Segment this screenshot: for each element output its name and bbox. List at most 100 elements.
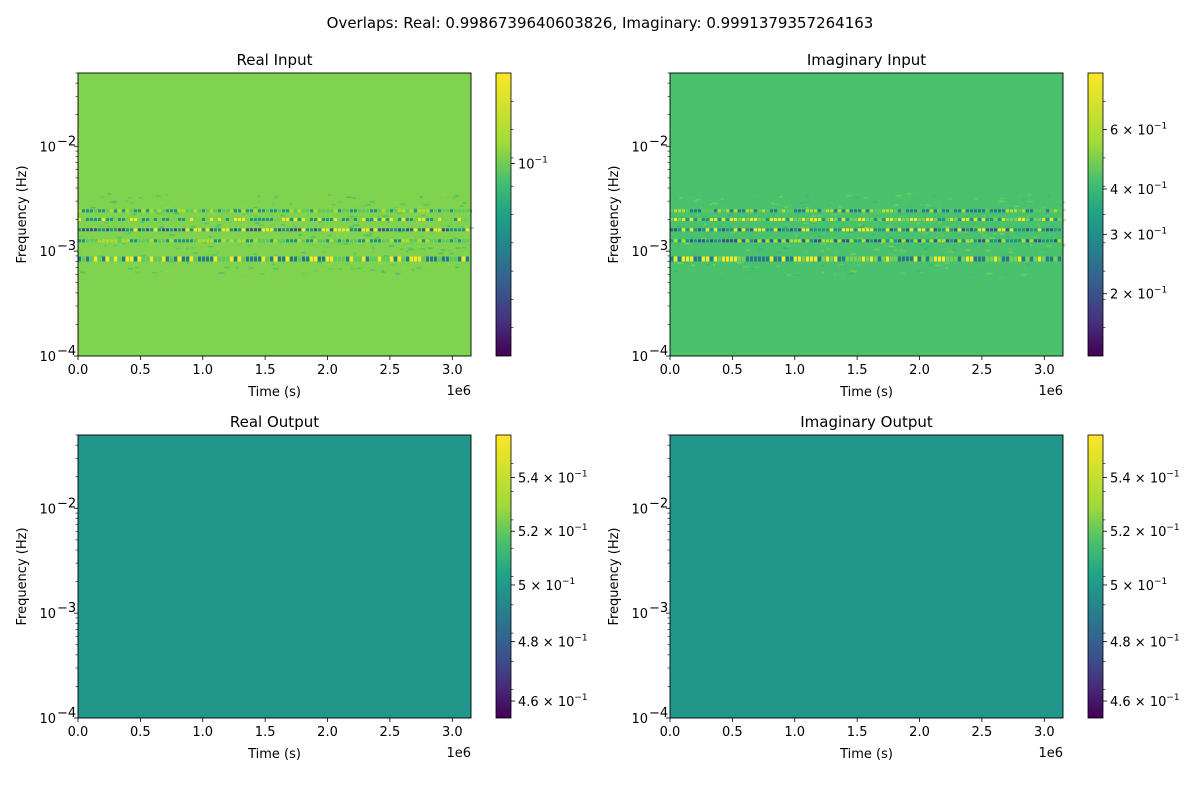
band-segment (750, 218, 753, 221)
texture-speck (436, 266, 440, 269)
x-offset-label: 1e6 (1038, 746, 1063, 761)
texture-speck (332, 228, 336, 230)
band-segment (962, 228, 965, 232)
band-segment (910, 256, 913, 262)
band-segment (958, 228, 961, 232)
band-segment (390, 239, 393, 243)
colorbar-tick-label: 4 × 10−1 (1110, 181, 1167, 198)
texture-speck (739, 266, 743, 268)
texture-speck (339, 210, 343, 213)
band-segment (1054, 209, 1057, 213)
band-segment (438, 228, 441, 232)
band-segment (986, 239, 989, 243)
texture-speck (803, 201, 809, 203)
texture-speck (994, 249, 997, 251)
texture-speck (462, 261, 469, 264)
texture-speck (442, 194, 446, 197)
texture-speck (122, 206, 125, 209)
texture-speck (981, 215, 986, 217)
texture-speck (458, 216, 461, 219)
band-segment (114, 228, 117, 232)
texture-speck (851, 240, 856, 242)
band-segment (322, 239, 325, 243)
band-segment (402, 218, 405, 221)
band-segment (326, 218, 329, 221)
texture-speck (755, 266, 759, 269)
texture-speck (784, 223, 791, 225)
band-segment (138, 218, 141, 221)
band-segment (210, 228, 213, 232)
x-tick-label: 0.0 (660, 363, 681, 378)
band-segment (930, 228, 933, 232)
band-segment (150, 228, 153, 232)
band-segment (762, 209, 765, 213)
x-tick-label: 1.5 (847, 363, 868, 378)
band-segment (458, 209, 461, 213)
band-segment (406, 239, 409, 243)
band-segment (198, 218, 201, 221)
band-segment (182, 218, 185, 221)
band-segment (934, 218, 937, 221)
band-segment (182, 256, 185, 262)
texture-speck (1024, 272, 1029, 275)
texture-speck (854, 259, 861, 261)
band-segment (950, 256, 953, 262)
colorbar-tick-mantissa: 4.6 × 10 (1110, 695, 1166, 710)
band-segment (306, 209, 309, 213)
band-segment (290, 218, 293, 221)
band-segment (82, 239, 85, 243)
band-segment (690, 218, 693, 221)
band-segment (218, 239, 221, 243)
colorbar-gradient (1087, 434, 1104, 719)
band-segment (290, 209, 293, 213)
band-segment (406, 218, 409, 221)
band-segment (406, 209, 409, 213)
band-segment (406, 228, 409, 232)
band-segment (418, 228, 421, 232)
band-segment (114, 209, 117, 213)
band-segment (218, 228, 221, 232)
texture-speck (422, 202, 429, 204)
band-segment (814, 256, 817, 262)
band-segment (770, 228, 773, 232)
colorbar-tick-exponent: −1 (1166, 469, 1179, 479)
colorbar-tick-exponent: −1 (574, 693, 587, 703)
band-segment (314, 256, 317, 262)
band-segment (342, 256, 345, 262)
texture-speck (942, 201, 945, 204)
texture-speck (980, 232, 983, 234)
band-segment (1038, 209, 1041, 213)
texture-speck (99, 254, 105, 256)
texture-speck (688, 220, 693, 223)
colorbar: 5.4 × 10−15.2 × 10−15 × 10−14.8 × 10−14.… (495, 434, 588, 719)
band-segment (198, 239, 201, 243)
band-segment (78, 256, 81, 262)
texture-speck (391, 255, 394, 258)
band-segment (706, 256, 709, 262)
band-segment (214, 209, 217, 213)
texture-speck (163, 214, 168, 216)
band-segment (930, 209, 933, 213)
band-segment (750, 256, 753, 262)
texture-speck (430, 248, 435, 251)
band-segment (882, 228, 885, 232)
texture-speck (712, 264, 716, 266)
texture-speck (159, 212, 162, 214)
texture-speck (193, 217, 198, 219)
band-segment (1050, 218, 1053, 221)
x-tick-label: 0.0 (68, 363, 89, 378)
band-segment (966, 239, 969, 243)
band-segment (906, 218, 909, 221)
texture-speck (1040, 230, 1044, 232)
texture-speck (721, 198, 724, 201)
texture-speck (98, 255, 104, 258)
band-segment (274, 256, 277, 262)
band-segment (842, 239, 845, 243)
band-segment (174, 209, 177, 213)
texture-speck (1050, 195, 1054, 197)
texture-speck (879, 242, 885, 244)
band-segment (730, 239, 733, 243)
band-segment (726, 218, 729, 221)
band-segment (946, 228, 949, 232)
texture-speck (827, 199, 832, 201)
